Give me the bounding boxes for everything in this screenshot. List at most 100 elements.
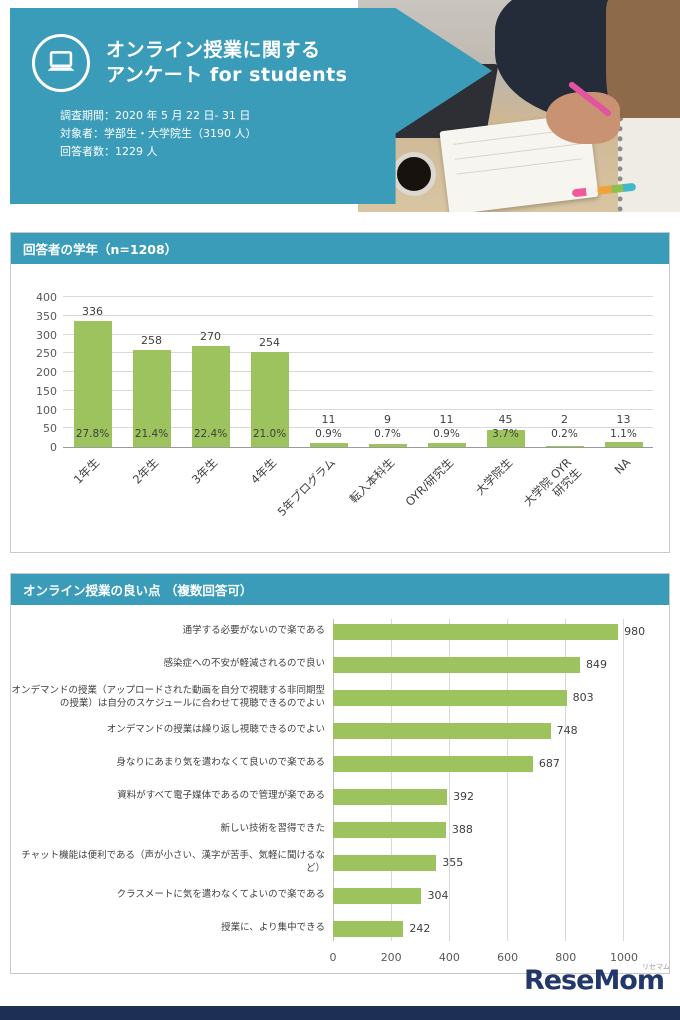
bar-value-label: 748 (556, 723, 578, 737)
x-axis-label: 2年生 (129, 455, 161, 487)
survey-target: 対象者：学部生・大学院生（3190 人） (60, 127, 257, 141)
x-axis-tick: 1000 (610, 951, 638, 964)
vertical-gridlines (333, 619, 624, 941)
bar-value-label: 242 (409, 921, 431, 935)
category-label: 授業に、より集中できる (221, 922, 325, 934)
gridline (63, 389, 653, 391)
photo-notebook-line (454, 143, 581, 160)
chart-row: オンデマンドの授業（アップロードされた動画を自分で視聴する非同期型の授業）は自分… (11, 681, 669, 714)
bar (333, 623, 619, 640)
category-label: オンデマンドの授業は繰り返し視聴できるのでよい (106, 724, 325, 736)
x-axis-label: 5年プログラム (274, 455, 338, 519)
photo-notebook-line (456, 158, 582, 175)
category-label: 感染症への不安が軽減されるので良い (163, 658, 325, 670)
resemom-logo-katakana: リセマム (642, 963, 670, 971)
chart-row: 身なりにあまり気を遣わなくて良いので楽である 687 (11, 747, 669, 780)
chart-row: 資料がすべて電子媒体であるので管理が楽である 392 (11, 780, 669, 813)
bar-column: 254 21.0% 4年生 (240, 298, 299, 487)
bar-track: 392 (333, 788, 624, 805)
bar-column: 45 3.7% 大学院生 (472, 298, 535, 498)
bar (545, 445, 584, 447)
gridline (63, 333, 653, 335)
y-axis-tick: 150 (36, 384, 57, 398)
bars-row: 336 27.8% 1年生 258 21.4% 2年生 270 22.4% 3年生 254 21.0… (63, 298, 653, 519)
bar-track: 242 (333, 920, 624, 937)
y-axis-tick: 100 (36, 403, 57, 417)
rows-container: 通学する必要がないので楽である 980 感染症への不安が軽減されるので良い 849 オン… (11, 615, 669, 945)
bar (368, 443, 407, 447)
chart-row: 授業に、より集中できる 242 (11, 912, 669, 945)
bar-column: 11 0.9% 5年プログラム (274, 298, 358, 519)
x-axis-label: 4年生 (247, 455, 279, 487)
laptop-icon (32, 34, 90, 92)
bar-percent-label: 0.2% (551, 428, 578, 440)
bar-track: 388 (333, 821, 624, 838)
bar-value-label: 254 (259, 335, 280, 349)
y-axis-tick: 300 (36, 328, 57, 342)
bar-value-label: 388 (451, 822, 473, 836)
bar-column: 2 0.2% 大学院 OYR 研究生 (520, 298, 594, 509)
x-axis-tick: 0 (329, 951, 337, 964)
bar-track: 355 (333, 854, 624, 871)
x-axis-tick: 400 (438, 951, 460, 964)
bar (427, 442, 466, 447)
category-label: 通学する必要がないので楽である (182, 625, 325, 637)
section-grade-title: 回答者の学年（n=1208） (23, 242, 178, 257)
bar-value-label: 9 (384, 413, 391, 426)
section-good-points-header: オンライン授業の良い点 （複数回答可） (11, 574, 669, 605)
bar-column: 258 21.4% 2年生 (122, 298, 181, 487)
page-title-line1: オンライン授業に関する (106, 39, 321, 62)
bar (486, 430, 525, 447)
bar (333, 755, 533, 772)
header-teal-arrow: オンライン授業に関する アンケート for students 調査期間：2020… (10, 8, 492, 204)
bar-value-label: 45 (498, 413, 513, 426)
chart-row: チャット機能は便利である（声が小さい、漢字が苦手、気軽に聞けるなど） 355 (11, 846, 669, 879)
category-label: 新しい技術を習得できた (220, 823, 325, 835)
bar-column: 336 27.8% 1年生 (63, 298, 122, 487)
bar-track: 980 (333, 623, 645, 640)
x-axis-label: 1年生 (70, 455, 102, 487)
y-axis-tick: 400 (36, 291, 57, 304)
bar-percent-label: 21.0% (252, 428, 287, 440)
gridline (63, 427, 653, 429)
x-axis-tick: 600 (497, 951, 519, 964)
x-axis-tick: 200 (380, 951, 402, 964)
chart-row: 通学する必要がないので楽である 980 (11, 615, 669, 648)
page-title: オンライン授業に関する アンケート for students (106, 38, 347, 87)
gridline (63, 296, 653, 297)
bar-percent-label: 3.7% (492, 428, 519, 440)
resemom-logo-text: ReseMom (523, 965, 665, 996)
x-axis-label: 転入本科生 (346, 455, 397, 506)
photo-coffee-cup (392, 152, 436, 196)
bar (191, 345, 230, 447)
bar-value-label: 980 (624, 624, 646, 638)
gridline (450, 619, 508, 941)
gridline (63, 352, 653, 354)
header-banner: オンライン授業に関する アンケート for students 調査期間：2020… (0, 0, 680, 212)
bar (309, 442, 348, 447)
gridline (392, 619, 450, 941)
bar-percent-label: 22.4% (193, 428, 228, 440)
bar (604, 442, 643, 447)
bar-track: 849 (333, 656, 624, 673)
bar-value-label: 270 (200, 329, 221, 343)
grade-chart-plot-area: 0 50 100 150 200 250 300 350 400 336 27.8% 1年生 258 21… (36, 291, 653, 519)
bar-column: 13 1.1% NA (594, 298, 653, 477)
bar (333, 887, 422, 904)
bar-track: 803 (333, 689, 624, 706)
bar-value-label: 687 (538, 756, 560, 770)
x-axis: 0 200 400 600 800 1000 (329, 945, 639, 967)
bar-track: 748 (333, 722, 624, 739)
bar (333, 920, 404, 937)
category-label: 身なりにあまり気を遣わなくて良いので楽である (116, 757, 325, 769)
y-axis-tick: 350 (36, 309, 57, 323)
chart-row: クラスメートに気を遣わなくてよいので楽である 304 (11, 879, 669, 912)
bar-percent-label: 27.8% (75, 428, 110, 440)
section-good-points-title: オンライン授業の良い点 （複数回答可） (23, 583, 253, 598)
y-axis-tick: 200 (36, 366, 57, 379)
header-photo (358, 0, 680, 212)
bar-value-label: 11 (321, 413, 336, 426)
section-grade: 回答者の学年（n=1208） 0 50 100 150 200 250 300 350 400 3… (10, 232, 670, 553)
gridline (566, 619, 624, 941)
